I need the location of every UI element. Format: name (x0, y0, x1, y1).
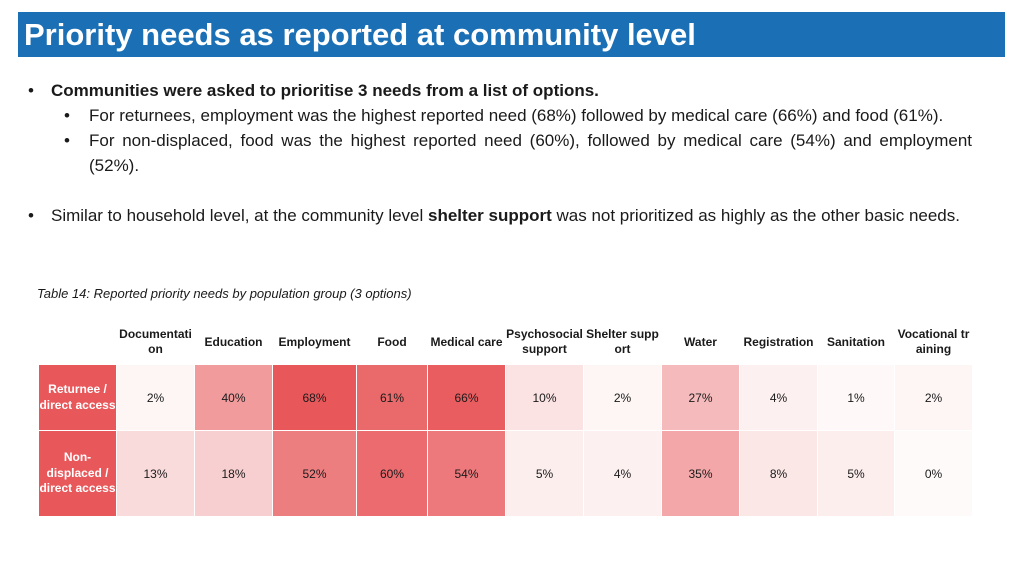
table-caption: Table 14: Reported priority needs by pop… (37, 286, 412, 301)
heat-cell: 68% (272, 364, 357, 431)
heat-cell: 2% (116, 364, 195, 431)
heat-cell: 2% (583, 364, 662, 431)
heat-cell: 27% (661, 364, 740, 431)
heat-cell: 40% (194, 364, 273, 431)
heat-cell: 18% (194, 430, 273, 517)
bullet-item: Similar to household level, at the commu… (26, 203, 972, 228)
heat-cell: 4% (583, 430, 662, 517)
column-header: Medical care (430, 334, 503, 349)
bullet-list: Communities were asked to prioritise 3 n… (26, 78, 972, 228)
heat-cell: 2% (894, 364, 973, 431)
heat-cell: 8% (739, 430, 818, 517)
heat-cell: 54% (427, 430, 506, 517)
heat-cell: 5% (817, 430, 895, 517)
bullet-item: Communities were asked to prioritise 3 n… (26, 78, 972, 103)
priority-needs-table: Documentation Education Employment Food … (38, 322, 973, 517)
page-title: Priority needs as reported at community … (18, 12, 1005, 57)
heat-cell: 52% (272, 430, 357, 517)
column-header: Sanitation (826, 334, 885, 349)
heat-cell: 35% (661, 430, 740, 517)
heat-cell: 4% (739, 364, 818, 431)
column-header: Employment (278, 334, 351, 349)
heat-cell: 60% (356, 430, 428, 517)
table-row: Returnee / direct access 2% 40% 68% 61% … (38, 364, 973, 431)
column-header: Vocational training (897, 327, 970, 356)
sub-bullet-item: For returnees, employment was the highes… (26, 103, 972, 128)
column-header: Water (684, 334, 717, 349)
column-header: Food (377, 334, 407, 349)
heat-cell: 66% (427, 364, 506, 431)
row-header: Returnee / direct access (38, 364, 117, 431)
sub-bullet-item: For non-displaced, food was the highest … (26, 128, 972, 178)
bullet-text: was not prioritized as highly as the oth… (551, 206, 960, 225)
column-header: Psychosocial support (506, 327, 583, 356)
bullet-text: Communities were asked to prioritise 3 n… (51, 81, 599, 100)
heat-cell: 10% (505, 364, 584, 431)
row-header: Non-displaced / direct access (38, 430, 117, 517)
column-header: Documentation (119, 327, 192, 356)
table-row: Non-displaced / direct access 13% 18% 52… (38, 430, 973, 517)
column-header: Shelter support (586, 327, 659, 356)
bullet-text: Similar to household level, at the commu… (51, 206, 429, 225)
corner-cell (39, 322, 117, 362)
bullet-bold-text: shelter support (428, 206, 552, 225)
column-header: Registration (743, 334, 814, 349)
heat-cell: 13% (116, 430, 195, 517)
heat-cell: 61% (356, 364, 428, 431)
heat-cell: 5% (505, 430, 584, 517)
heat-cell: 1% (817, 364, 895, 431)
table-header-row: Documentation Education Employment Food … (39, 322, 973, 362)
heat-cell: 0% (894, 430, 973, 517)
column-header: Education (204, 334, 263, 349)
